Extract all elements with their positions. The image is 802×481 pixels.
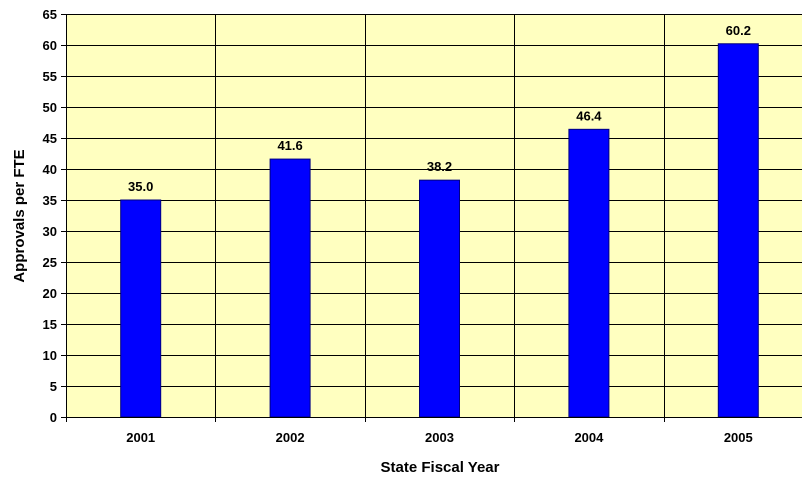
- bar-2004: [568, 128, 610, 418]
- bar-2002: [269, 158, 311, 418]
- data-label-2002: 41.6: [277, 138, 302, 153]
- x-tick-label-2004: 2004: [574, 430, 604, 445]
- bar-2001: [120, 199, 162, 418]
- x-tick-label-2005: 2005: [724, 430, 753, 445]
- y-tick-label: 10: [43, 348, 57, 363]
- data-label-2005: 60.2: [726, 23, 751, 38]
- y-tick-label: 60: [43, 38, 57, 53]
- data-label-2004: 46.4: [576, 108, 602, 123]
- data-label-2001: 35.0: [128, 179, 153, 194]
- bar-2003: [419, 179, 460, 418]
- y-tick-label: 55: [43, 69, 57, 84]
- y-tick-label: 65: [43, 7, 57, 22]
- y-axis-title: Approvals per FTE: [11, 149, 28, 282]
- y-tick-label: 35: [43, 193, 57, 208]
- x-tick-label-2001: 2001: [126, 430, 155, 445]
- y-tick-label: 15: [43, 317, 57, 332]
- y-tick-label: 40: [43, 162, 57, 177]
- y-tick-label: 20: [43, 286, 57, 301]
- y-tick-label: 50: [43, 100, 57, 115]
- x-axis-title: State Fiscal Year: [381, 459, 500, 476]
- y-tick-label: 5: [50, 379, 57, 394]
- y-tick-label: 45: [43, 131, 57, 146]
- bar-2005: [717, 43, 759, 418]
- y-tick-label: 25: [43, 255, 57, 270]
- x-tick-label-2003: 2003: [425, 430, 454, 445]
- y-tick-label: 30: [43, 224, 57, 239]
- plot-frame: [66, 14, 802, 418]
- x-tick-label-2002: 2002: [276, 430, 305, 445]
- data-label-2003: 38.2: [427, 159, 452, 174]
- y-tick-label: 0: [50, 410, 57, 425]
